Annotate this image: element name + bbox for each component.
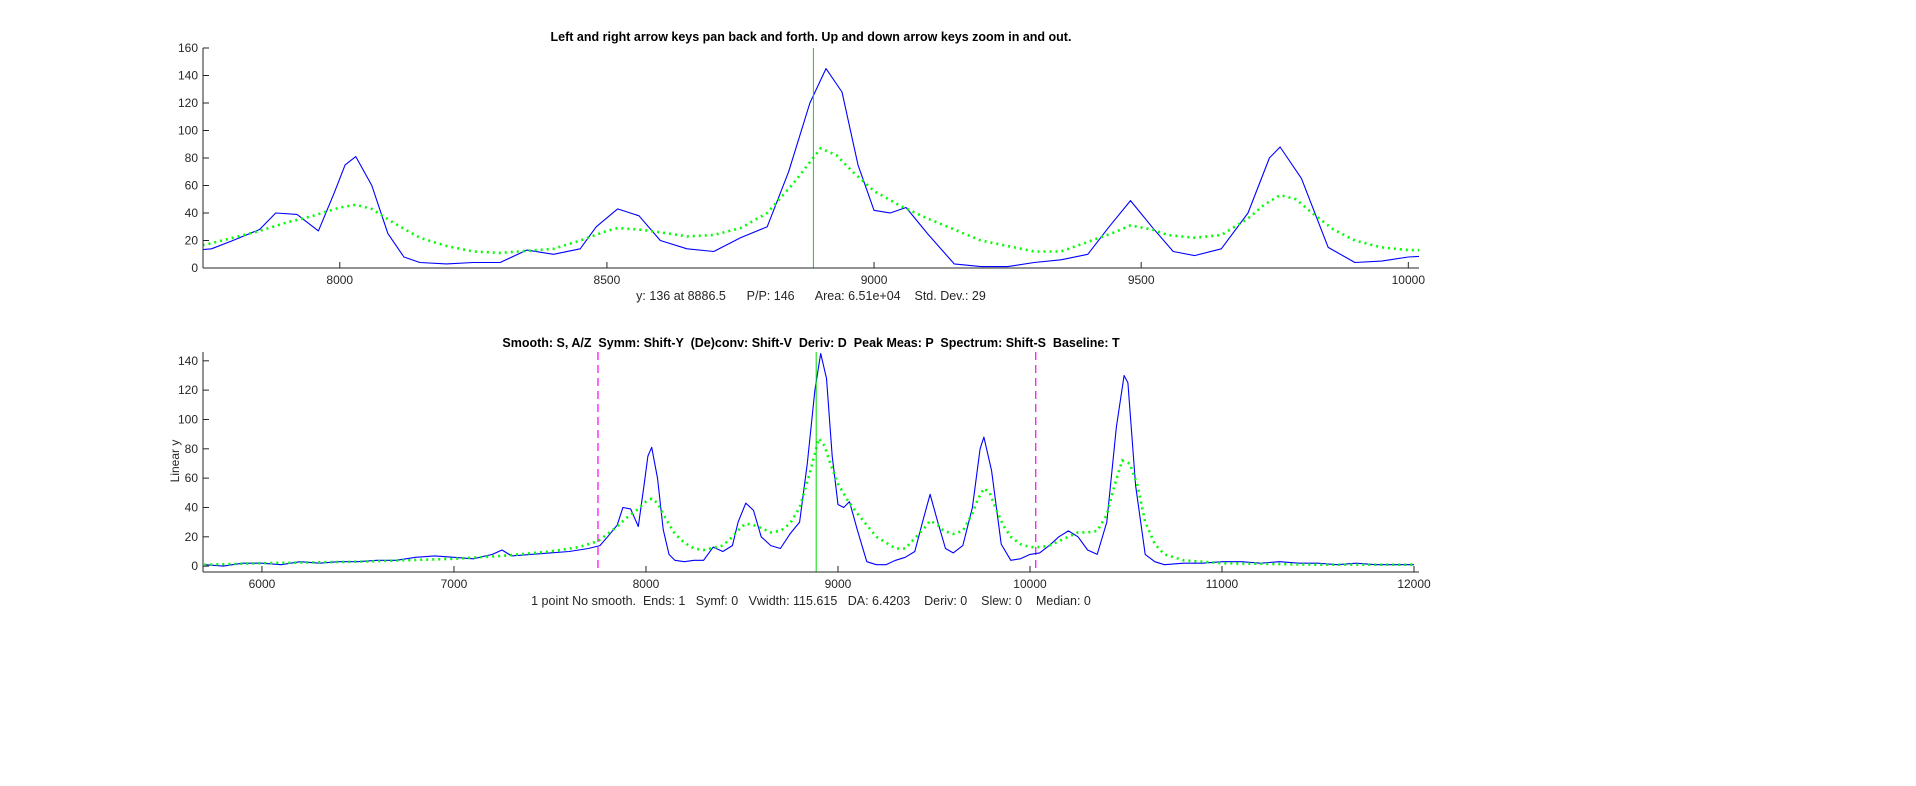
y-tick-label: 20 xyxy=(185,530,199,544)
y-tick-label: 100 xyxy=(178,412,198,426)
y-tick-label: 40 xyxy=(185,500,199,514)
bottom-info-readout: 1 point No smooth. Ends: 1 Symf: 0 Vwidt… xyxy=(531,594,1091,608)
y-tick-label: 40 xyxy=(185,206,199,220)
y-tick-label: 0 xyxy=(191,559,198,573)
smoothed-line xyxy=(203,146,1419,255)
y-tick-label: 120 xyxy=(178,96,198,110)
x-tick-label: 9000 xyxy=(861,273,888,287)
y-tick-label: 140 xyxy=(178,69,198,83)
x-tick-label: 8500 xyxy=(594,273,621,287)
y-tick-label: 140 xyxy=(178,354,198,368)
bottom-axes[interactable]: Smooth: S, A/Z Symm: Shift-Y (De)conv: S… xyxy=(168,336,1431,608)
x-tick-label: 9500 xyxy=(1128,273,1155,287)
top-info-readout: y: 136 at 8886.5 P/P: 146 Area: 6.51e+04… xyxy=(636,289,986,303)
y-tick-label: 160 xyxy=(178,41,198,55)
x-tick-label: 12000 xyxy=(1397,577,1431,591)
x-tick-label: 11000 xyxy=(1206,577,1239,591)
y-tick-label: 120 xyxy=(178,383,198,397)
x-tick-label: 10000 xyxy=(1392,273,1426,287)
y-tick-label: 100 xyxy=(178,124,198,138)
top-axes-title: Left and right arrow keys pan back and f… xyxy=(551,30,1072,44)
y-tick-label: 20 xyxy=(185,234,199,248)
y-tick-label: 80 xyxy=(185,442,199,456)
x-tick-label: 10000 xyxy=(1013,577,1047,591)
x-tick-label: 6000 xyxy=(249,577,276,591)
y-tick-label: 60 xyxy=(185,179,199,193)
smoothed-line xyxy=(204,435,1414,567)
x-tick-label: 8000 xyxy=(326,273,353,287)
x-tick-label: 7000 xyxy=(441,577,468,591)
y-axis-label: Linear y xyxy=(168,440,182,483)
top-axes[interactable]: Left and right arrow keys pan back and f… xyxy=(0,30,1916,303)
signal-line xyxy=(204,352,1414,567)
signal-line xyxy=(203,68,1419,268)
y-tick-label: 80 xyxy=(185,151,199,165)
y-tick-label: 0 xyxy=(191,261,198,275)
bottom-axes-title: Smooth: S, A/Z Symm: Shift-Y (De)conv: S… xyxy=(502,336,1120,350)
x-tick-label: 8000 xyxy=(633,577,660,591)
y-tick-label: 60 xyxy=(185,471,199,485)
x-tick-label: 9000 xyxy=(825,577,852,591)
